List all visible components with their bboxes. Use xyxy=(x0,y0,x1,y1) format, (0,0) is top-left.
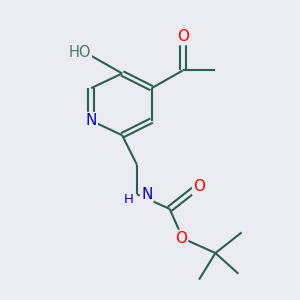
Text: O: O xyxy=(175,231,187,246)
Text: O: O xyxy=(193,179,205,194)
Text: H: H xyxy=(124,193,134,206)
Text: O: O xyxy=(177,29,189,44)
Text: HO: HO xyxy=(68,45,91,60)
Text: N: N xyxy=(141,187,152,202)
Text: N: N xyxy=(85,113,97,128)
